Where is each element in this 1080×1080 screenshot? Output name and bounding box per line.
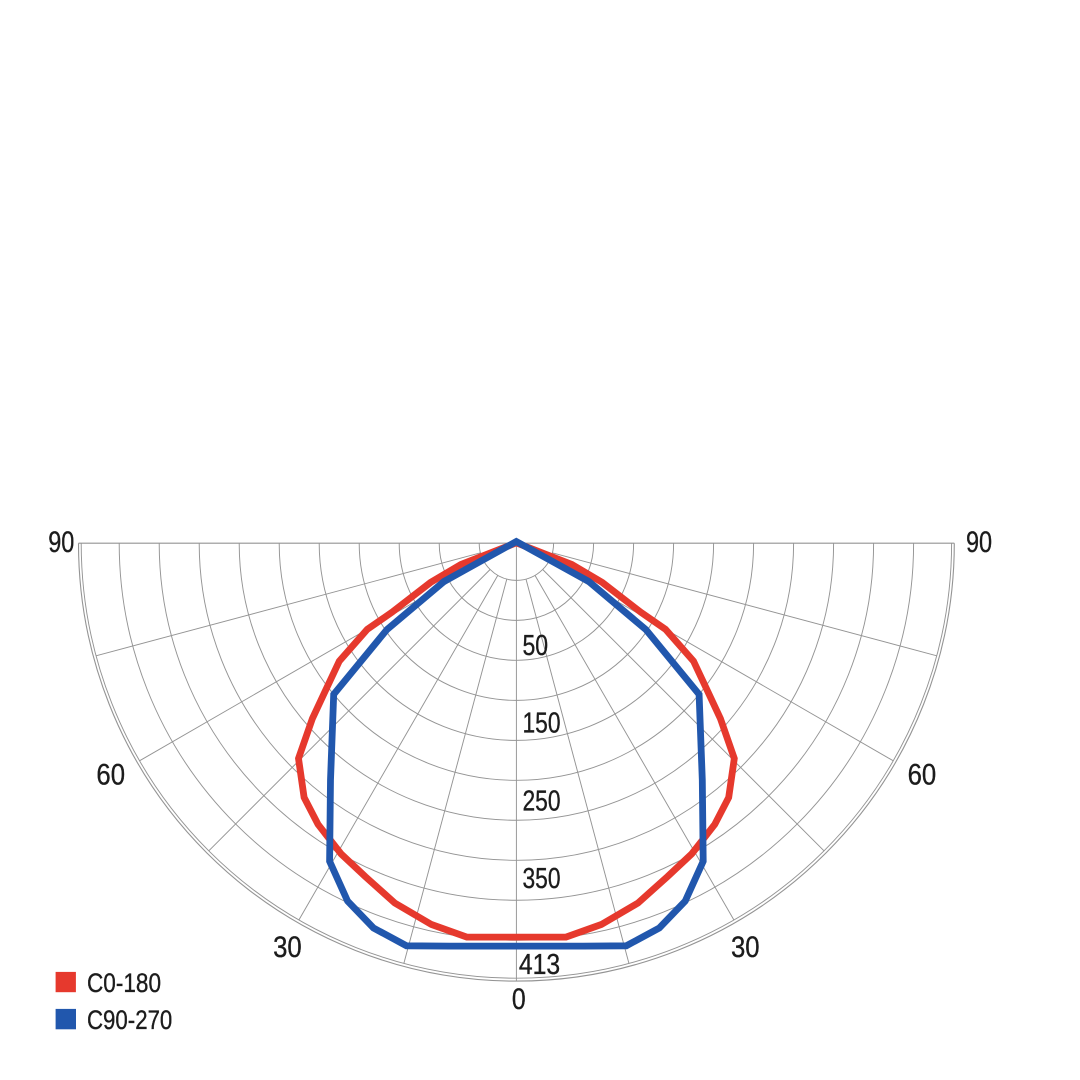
svg-text:350: 350	[523, 863, 561, 895]
svg-text:150: 150	[523, 707, 561, 739]
svg-text:413: 413	[519, 949, 560, 981]
svg-text:60: 60	[908, 759, 937, 792]
svg-text:0: 0	[512, 983, 526, 1016]
svg-text:C0-180: C0-180	[87, 968, 161, 998]
svg-text:30: 30	[273, 931, 302, 964]
svg-text:90: 90	[48, 526, 74, 559]
svg-text:50: 50	[523, 630, 549, 662]
svg-text:250: 250	[523, 786, 561, 818]
svg-text:30: 30	[731, 931, 760, 964]
svg-text:90: 90	[966, 526, 992, 559]
svg-text:C90-270: C90-270	[87, 1005, 172, 1035]
svg-text:60: 60	[96, 759, 125, 792]
